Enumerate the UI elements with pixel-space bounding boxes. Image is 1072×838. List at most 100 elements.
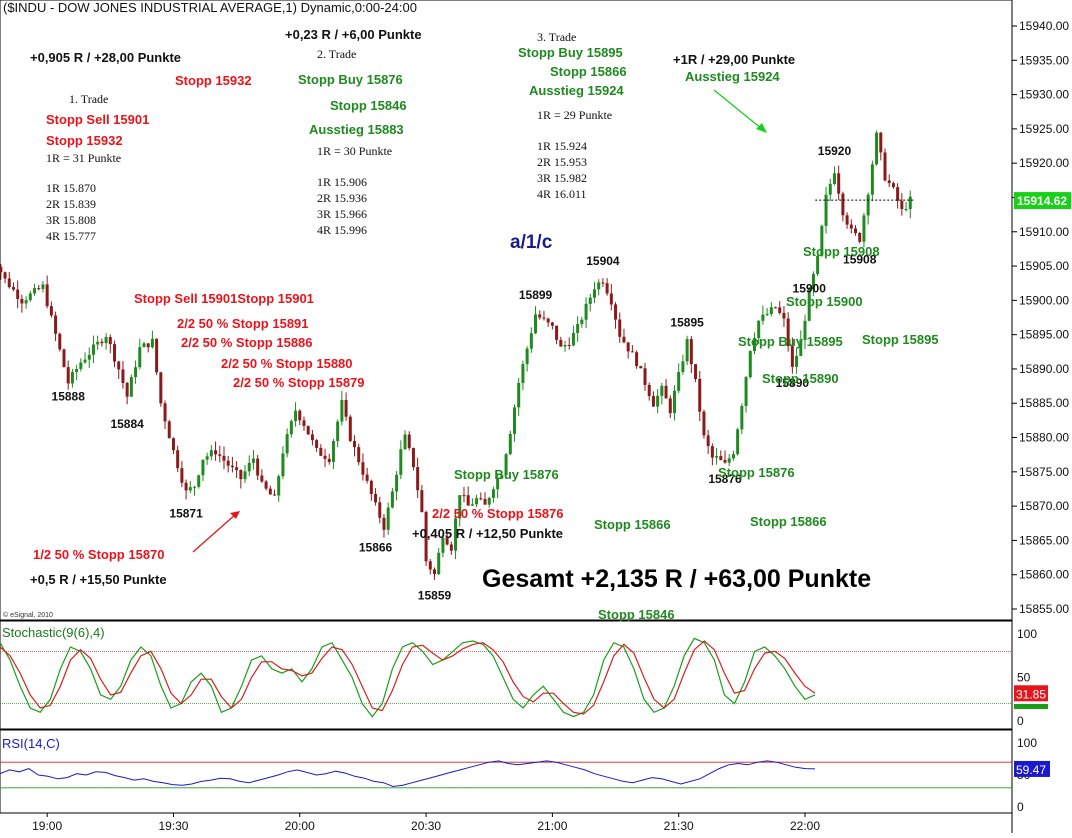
candle-body <box>601 282 605 284</box>
candle-body <box>0 266 3 273</box>
candle-body <box>386 507 390 530</box>
candle-body <box>285 434 289 454</box>
candle-body <box>340 400 344 422</box>
right-stopp-15908: Stopp 15908 <box>803 244 880 259</box>
candle-body <box>331 441 335 462</box>
price-tick-label: 15860.00 <box>1019 568 1069 582</box>
stochastic-lines <box>0 637 1012 718</box>
total-result: Gesamt +2,135 R / +63,00 Punkte <box>482 565 871 593</box>
price-tick-label: 15890.00 <box>1019 362 1069 376</box>
right-buy-15895: Stopp Buy 15895 <box>738 334 843 349</box>
candle-body <box>20 298 24 304</box>
right-stopp-15900: Stopp 15900 <box>786 294 863 309</box>
time-tick-label: 19:00 <box>32 819 62 833</box>
stochastic-value-badge <box>1014 685 1048 702</box>
price-tick-label: 15885.00 <box>1019 396 1069 410</box>
candle-body <box>782 312 786 319</box>
candle-body <box>33 288 37 294</box>
candle-body <box>534 314 538 334</box>
price-level-label: 15866 <box>359 541 393 555</box>
candle-body <box>635 352 639 367</box>
candle-body <box>273 494 277 496</box>
price-level-label: 15908 <box>843 252 877 266</box>
candle-body <box>344 400 348 417</box>
candle-body <box>512 407 516 434</box>
trade3-stopp: Stopp 15866 <box>550 64 627 79</box>
candle-body <box>504 454 508 476</box>
price-level-label: 15876 <box>708 472 742 486</box>
candle-body <box>70 372 74 384</box>
candle-body <box>163 403 167 422</box>
candle-body <box>761 314 765 321</box>
candle-body <box>176 450 180 469</box>
candle-body <box>508 433 512 455</box>
trade3-exit: Ausstieg 15924 <box>529 83 624 98</box>
candle-body <box>483 498 487 505</box>
candle-body <box>875 132 879 165</box>
candle-body <box>184 482 188 491</box>
candle-body <box>239 470 243 480</box>
rsi-line <box>0 760 1012 789</box>
candle-body <box>470 504 474 506</box>
candle-body <box>837 173 841 194</box>
rsi-tick-label: 100 <box>1017 736 1037 750</box>
candle-body <box>479 498 483 500</box>
stochastic-value: 31.85 <box>1016 687 1046 701</box>
candle-body <box>113 344 117 362</box>
candle-body <box>100 341 104 344</box>
candle-body <box>395 474 399 492</box>
stochastic-k-line <box>0 637 816 718</box>
candle-body <box>778 307 782 313</box>
candle-body <box>302 420 306 426</box>
price-axis-ticks: 15940.00 15935.00 15930.00 15925.00 15920.00… <box>1012 19 1069 616</box>
trade3-level-1: 1R 15.924 <box>537 139 587 153</box>
candle-body <box>567 344 571 346</box>
candle-body <box>365 474 369 481</box>
candle-body <box>209 450 213 457</box>
candle-body <box>462 495 466 497</box>
trade1-level-1: 1R 15.870 <box>46 181 96 195</box>
candle-body <box>378 502 382 518</box>
candle-body <box>651 396 655 407</box>
price-tick-label: 15925.00 <box>1019 122 1069 136</box>
candle-body <box>58 333 62 350</box>
candle-body <box>264 481 268 489</box>
candle-body <box>369 480 373 494</box>
candle-body <box>765 314 769 316</box>
candle-body <box>647 384 651 397</box>
candle-body <box>306 425 310 435</box>
candle-body <box>54 315 58 334</box>
trade1-arrow <box>192 513 237 553</box>
candle-body <box>87 354 91 360</box>
trade2-level-4: 4R 15.996 <box>317 223 367 237</box>
candle-body <box>559 339 563 347</box>
candle-body <box>626 342 630 352</box>
candle-body <box>171 438 175 451</box>
candle-body <box>205 456 209 460</box>
candle-body <box>832 173 836 184</box>
candle-body <box>268 488 272 495</box>
candle-body <box>727 458 731 463</box>
candle-body <box>150 338 154 348</box>
trade1-level-3: 3R 15.808 <box>46 213 96 227</box>
candle-body <box>432 569 436 575</box>
candle-body <box>353 440 357 448</box>
candle-body <box>807 289 811 321</box>
candle-body <box>167 421 171 439</box>
candle-body <box>3 272 7 279</box>
candle-body <box>849 224 853 229</box>
candle-body <box>769 307 773 315</box>
trade2-level-1: 1R 15.906 <box>317 175 367 189</box>
candle-body <box>896 187 900 201</box>
candle-body <box>357 447 361 463</box>
time-tick-label: 21:30 <box>664 819 694 833</box>
candle-body <box>542 317 546 319</box>
trade2-level-3: 3R 15.966 <box>317 207 367 221</box>
rsi-title: RSI(14,C) <box>2 736 60 751</box>
wave-label: a/1/c <box>510 232 553 253</box>
candle-body <box>803 320 807 340</box>
time-axis-ticks: 19:00 19:30 20:00 20:30 21:00 21:30 22:00 <box>32 813 820 833</box>
candle-body <box>710 446 714 458</box>
candle-body <box>475 498 479 505</box>
candle-body <box>715 456 719 458</box>
